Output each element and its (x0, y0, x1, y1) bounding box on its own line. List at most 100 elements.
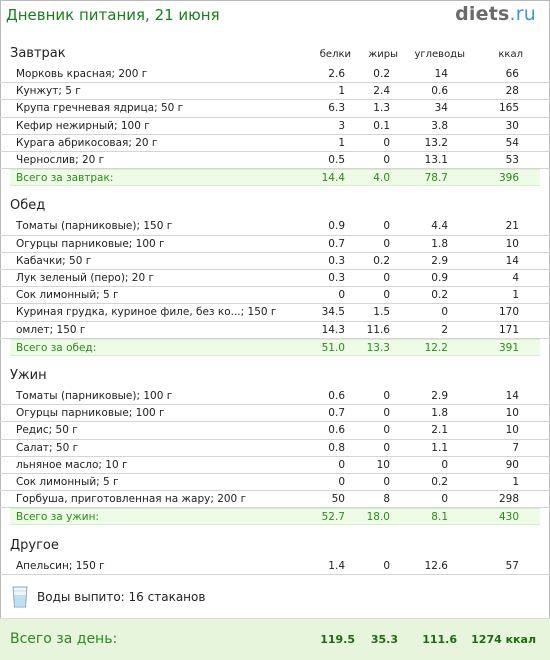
food-fat: 0 (383, 220, 390, 233)
food-name: Кунжут; 5 г (16, 85, 81, 98)
page-title: Дневник питания, 21 июня (6, 6, 220, 24)
food-carbs: 13.2 (424, 136, 448, 149)
food-name: омлет; 150 г (16, 323, 86, 336)
food-fat: 0 (383, 153, 390, 166)
food-carbs: 34 (434, 102, 448, 115)
food-fat: 2.4 (373, 85, 390, 98)
food-row[interactable]: Редис; 50 г 0.6 0 2.1 10 (0, 422, 550, 440)
column-header: углеводы (414, 49, 465, 60)
food-row[interactable]: Курага абрикосовая; 20 г 1 0 13.2 54 (0, 135, 550, 152)
day-total-kcal: 1274 ккал (471, 633, 536, 646)
food-row[interactable]: Кунжут; 5 г 1 2.4 0.6 28 (0, 83, 550, 101)
food-row-inner: Сок лимонный; 5 г 0 0 0.2 1 (10, 474, 540, 491)
food-fat: 1.5 (373, 306, 390, 319)
food-kcal: 14 (505, 254, 519, 267)
meal-total-kcal: 391 (498, 341, 519, 354)
meal-total-inner: Всего за обед: 51.0 13.3 12.2 391 (10, 338, 540, 356)
food-fat: 11.6 (366, 323, 390, 336)
food-row[interactable]: Крупа гречневая ядрица; 50 г 6.3 1.3 34 165 (0, 100, 550, 118)
food-row-inner: Лук зеленый (перо); 20 г 0.3 0 0.9 4 (10, 270, 540, 287)
food-row[interactable]: Томаты (парниковые); 100 г 0.6 0 2.9 14 (0, 388, 550, 406)
food-fat: 0 (383, 559, 390, 572)
food-row[interactable]: льняное масло; 10 г 0 10 0 90 (0, 457, 550, 474)
food-row-inner: омлет; 150 г 14.3 11.6 2 171 (10, 322, 540, 339)
meal-title: Другое (10, 537, 59, 553)
food-protein: 1 (338, 136, 345, 149)
meal-section: Обед Томаты (парниковые); 150 г 0.9 0 4.4 21 О… (0, 196, 550, 356)
food-name: Томаты (парниковые); 100 г (16, 390, 173, 402)
food-carbs: 0 (441, 458, 448, 471)
food-carbs: 0.2 (431, 289, 448, 302)
food-row[interactable]: Кабачки; 50 г 0.3 0.2 2.9 14 (0, 253, 550, 270)
food-name: Морковь красная; 200 г (16, 68, 148, 80)
food-protein: 0.9 (328, 220, 345, 233)
food-row-inner: Томаты (парниковые); 100 г 0.6 0 2.9 14 (10, 388, 540, 405)
meal-header: Завтрак белки жиры углеводы ккал (0, 44, 550, 66)
food-name: Кабачки; 50 г (16, 254, 92, 267)
site-logo[interactable]: diets.ru (455, 3, 536, 25)
food-row[interactable]: омлет; 150 г 14.3 11.6 2 171 (0, 322, 550, 339)
food-row[interactable]: Огурцы парниковые; 100 г 0.7 0 1.8 10 (0, 236, 550, 253)
food-row[interactable]: Чернослив; 20 г 0.5 0 13.1 53 (0, 152, 550, 170)
meal-title: Обед (10, 198, 46, 214)
column-header: жиры (368, 49, 398, 60)
food-row[interactable]: Апельсин; 150 г 1.4 0 12.6 57 (0, 558, 550, 575)
food-carbs: 12.6 (424, 559, 448, 572)
food-protein: 0.3 (328, 254, 345, 267)
food-protein: 0.7 (328, 237, 345, 250)
food-kcal: 7 (512, 441, 519, 454)
meal-total-fat: 13.3 (366, 341, 390, 354)
food-row-inner: Апельсин; 150 г 1.4 0 12.6 57 (10, 558, 540, 575)
food-carbs: 0 (441, 306, 448, 319)
food-name: Редис; 50 г (16, 424, 78, 437)
food-row[interactable]: Огурцы парниковые; 100 г 0.7 0 1.8 10 (0, 405, 550, 423)
food-row[interactable]: Куриная грудка, куриное филе, без ко...;… (0, 304, 550, 322)
food-row[interactable]: Кефир нежирный; 100 г 3 0.1 3.8 30 (0, 118, 550, 135)
food-row[interactable]: Горбуша, приготовленная на жару; 200 г 50… (0, 491, 550, 509)
food-kcal: 21 (505, 220, 519, 233)
meal-total-row: Всего за ужин: 52.7 18.0 8.1 430 (0, 508, 550, 526)
food-row[interactable]: Сок лимонный; 5 г 0 0 0.2 1 (0, 474, 550, 492)
food-protein: 0 (338, 458, 345, 471)
food-row[interactable]: Салат; 50 г 0.8 0 1.1 7 (0, 440, 550, 457)
header: Дневник питания, 21 июня diets.ru (0, 0, 550, 32)
food-name: Крупа гречневая ядрица; 50 г (16, 102, 184, 115)
food-protein: 0.5 (328, 153, 345, 166)
food-kcal: 1 (512, 475, 519, 488)
food-row-inner: Крупа гречневая ядрица; 50 г 6.3 1.3 34 165 (10, 100, 540, 117)
food-fat: 0 (383, 237, 390, 250)
food-kcal: 53 (505, 153, 519, 166)
food-fat: 0 (383, 441, 390, 454)
food-row-inner: Горбуша, приготовленная на жару; 200 г 50… (10, 491, 540, 508)
food-row-inner: Морковь красная; 200 г 2.6 0.2 14 66 (10, 66, 540, 83)
food-protein: 0.6 (328, 424, 345, 437)
food-carbs: 1.1 (431, 441, 448, 454)
food-row[interactable]: Томаты (парниковые); 150 г 0.9 0 4.4 21 (0, 218, 550, 236)
food-row-inner: Кунжут; 5 г 1 2.4 0.6 28 (10, 83, 540, 100)
food-row[interactable]: Сок лимонный; 5 г 0 0 0.2 1 (0, 287, 550, 305)
food-kcal: 298 (498, 493, 519, 506)
food-kcal: 10 (505, 424, 519, 437)
food-kcal: 1 (512, 289, 519, 302)
meal-total-label: Всего за обед: (16, 341, 97, 354)
food-kcal: 4 (512, 271, 519, 284)
food-carbs: 1.8 (431, 407, 448, 420)
food-row-inner: Куриная грудка, куриное филе, без ко...;… (10, 304, 540, 321)
meal-total-row: Всего за завтрак: 14.4 4.0 78.7 396 (0, 169, 550, 187)
meal-total-kcal: 396 (498, 172, 519, 185)
meal-total-protein: 51.0 (321, 341, 345, 354)
food-row-inner: Кабачки; 50 г 0.3 0.2 2.9 14 (10, 253, 540, 270)
meal-total-kcal: 430 (498, 511, 519, 524)
food-row[interactable]: Лук зеленый (перо); 20 г 0.3 0 0.9 4 (0, 270, 550, 288)
food-fat: 0 (383, 136, 390, 149)
food-carbs: 0 (441, 493, 448, 506)
food-name: льняное масло; 10 г (16, 458, 128, 471)
food-protein: 3 (338, 119, 345, 132)
meal-header: Другое (0, 536, 550, 558)
food-name: Салат; 50 г (16, 441, 79, 454)
food-row[interactable]: Морковь красная; 200 г 2.6 0.2 14 66 (0, 66, 550, 84)
food-name: Огурцы парниковые; 100 г (16, 407, 165, 420)
food-kcal: 54 (505, 136, 519, 149)
food-kcal: 90 (505, 458, 519, 471)
